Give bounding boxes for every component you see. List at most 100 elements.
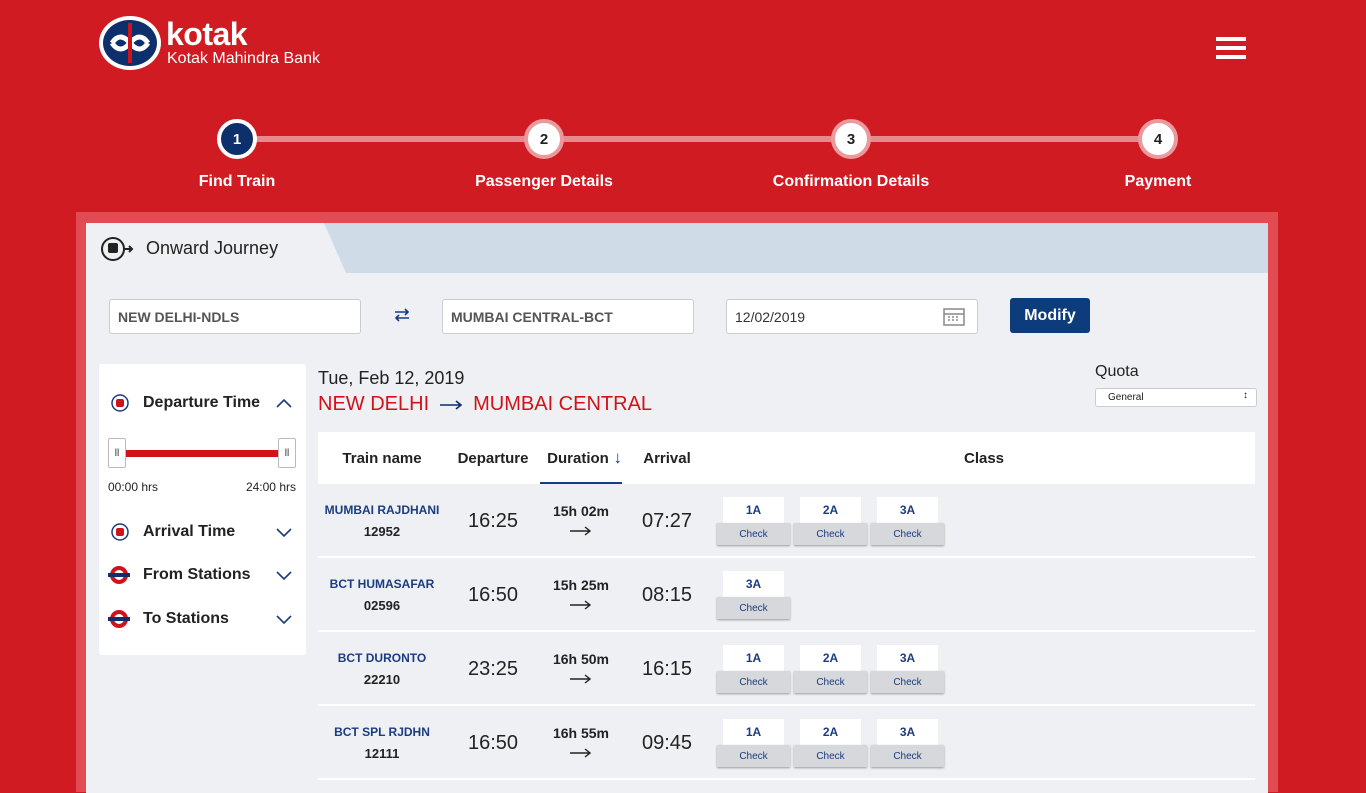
check-button[interactable]: Check (717, 671, 790, 693)
duration-cell: 15h 02m (540, 503, 622, 540)
duration-arrow (570, 599, 592, 610)
filter-title: Departure Time (143, 394, 261, 411)
step-number[interactable]: 3 (831, 119, 871, 159)
column-header: Departure (457, 450, 529, 467)
results-date: Tue, Feb 12, 2019 (318, 368, 465, 388)
train-icon (101, 237, 134, 261)
train-name[interactable]: MUMBAI RAJDHANI (324, 503, 440, 517)
duration-cell: 15h 25m (540, 577, 622, 614)
class-list: 1A Check 2A Check 3A Check (717, 645, 944, 693)
slider-track (117, 450, 289, 457)
check-button[interactable]: Check (871, 745, 944, 767)
duration-cell: 16h 50m (540, 651, 622, 688)
modify-button[interactable]: Modify (1010, 298, 1090, 333)
class-button[interactable]: 3A Check (871, 497, 944, 545)
check-button[interactable]: Check (794, 523, 867, 545)
duration-cell: 16h 55m (540, 725, 622, 762)
chevron-up (276, 398, 292, 408)
slider-handle[interactable]: ll (278, 438, 296, 468)
chevron-down (276, 571, 292, 581)
step-label: Passenger Details (475, 173, 613, 190)
quota-value: General (1108, 392, 1144, 403)
route-arrow (440, 399, 463, 410)
to-input[interactable]: MUMBAI CENTRAL-BCT (442, 299, 694, 334)
slider-min: 00:00 hrs (108, 480, 159, 494)
slider-handle[interactable]: ll (108, 438, 126, 468)
train-name[interactable]: BCT DURONTO (337, 651, 427, 665)
quota-label: Quota (1095, 363, 1139, 380)
class-code: 1A (723, 497, 784, 523)
class-code: 1A (723, 719, 784, 745)
duration: 15h 02m (552, 502, 610, 519)
train-number: 12111 (364, 746, 400, 761)
class-button[interactable]: 1A Check (717, 497, 790, 545)
slider-max: 24:00 hrs (245, 480, 296, 494)
clock-icon (111, 394, 129, 412)
check-button[interactable]: Check (794, 745, 867, 767)
brand-name: kotak (166, 16, 248, 52)
chevron-down (276, 528, 292, 538)
train-row: BCT SPL RJDHN 12111 16:50 16h 55m 09:45 1A Che… (318, 706, 1255, 780)
train-name-cell: BCT SPL RJDHN 12111 (318, 723, 446, 763)
train-name[interactable]: BCT SPL RJDHN (334, 725, 430, 739)
check-button[interactable]: Check (717, 745, 790, 767)
results-route: NEW DELHI MUMBAI CENTRAL (318, 393, 652, 416)
step-number[interactable]: 4 (1138, 119, 1178, 159)
departure-time: 16:25 (467, 509, 519, 532)
route-from: NEW DELHI (318, 393, 430, 415)
filter-header[interactable]: To Stations (107, 606, 297, 632)
column-header: Arrival (643, 450, 691, 467)
train-list: MUMBAI RAJDHANI 12952 16:25 15h 02m 07:27 1A C… (318, 484, 1255, 780)
check-button[interactable]: Check (871, 523, 944, 545)
class-button[interactable]: 3A Check (871, 645, 944, 693)
route-to: MUMBAI CENTRAL (473, 393, 653, 415)
train-number: 22210 (363, 672, 401, 687)
filter-title: From Stations (143, 566, 251, 583)
class-code: 3A (877, 645, 938, 671)
arrival-time: 09:45 (641, 731, 693, 754)
class-button[interactable]: 2A Check (794, 645, 867, 693)
class-button[interactable]: 3A Check (717, 571, 790, 619)
check-button[interactable]: Check (871, 671, 944, 693)
step-number[interactable]: 1 (217, 119, 257, 159)
menu-button[interactable] (1216, 37, 1246, 59)
arrival-time: 07:27 (641, 509, 693, 532)
class-button[interactable]: 1A Check (717, 645, 790, 693)
class-button[interactable]: 3A Check (871, 719, 944, 767)
class-button[interactable]: 2A Check (794, 497, 867, 545)
column-header[interactable]: Duration ↓ (540, 448, 623, 484)
arrival-time: 08:15 (641, 583, 693, 606)
quota-select[interactable]: General ↕ (1095, 388, 1257, 407)
train-row: BCT HUMASAFAR 02596 16:50 15h 25m 08:15 3A Che… (318, 558, 1255, 632)
swap-button[interactable] (392, 305, 412, 325)
sort-arrow: ↓ (613, 448, 623, 467)
filter-header[interactable]: From Stations (107, 562, 297, 588)
departure-filter-header[interactable]: Departure Time (107, 390, 297, 416)
train-name-cell: BCT DURONTO 22210 (318, 649, 446, 689)
check-button[interactable]: Check (717, 597, 790, 619)
journey-card: Onward Journey NEW DELHI-NDLS MUMBAI CEN… (86, 223, 1268, 793)
from-input[interactable]: NEW DELHI-NDLS (109, 299, 361, 334)
class-code: 2A (800, 719, 861, 745)
duration: 16h 50m (552, 650, 610, 667)
class-button[interactable]: 1A Check (717, 719, 790, 767)
step-label: Find Train (198, 173, 276, 190)
departure-time: 16:50 (467, 731, 519, 754)
train-name-cell: BCT HUMASAFAR 02596 (318, 575, 446, 615)
filter-title: To Stations (143, 610, 229, 627)
check-button[interactable]: Check (717, 523, 790, 545)
departure-time: 16:50 (467, 583, 519, 606)
logo (99, 16, 161, 70)
class-list: 1A Check 2A Check 3A Check (717, 497, 944, 545)
date-input[interactable]: 12/02/2019 (726, 299, 978, 334)
step-number[interactable]: 2 (524, 119, 564, 159)
train-name[interactable]: BCT HUMASAFAR (329, 577, 435, 591)
train-row: BCT DURONTO 22210 23:25 16h 50m 16:15 1A Check… (318, 632, 1255, 706)
filter-header[interactable]: Arrival Time (107, 519, 297, 545)
check-button[interactable]: Check (794, 671, 867, 693)
station-icon (108, 610, 130, 628)
class-button[interactable]: 2A Check (794, 719, 867, 767)
class-list: 1A Check 2A Check 3A Check (717, 719, 944, 767)
step-label: Confirmation Details (772, 173, 930, 190)
